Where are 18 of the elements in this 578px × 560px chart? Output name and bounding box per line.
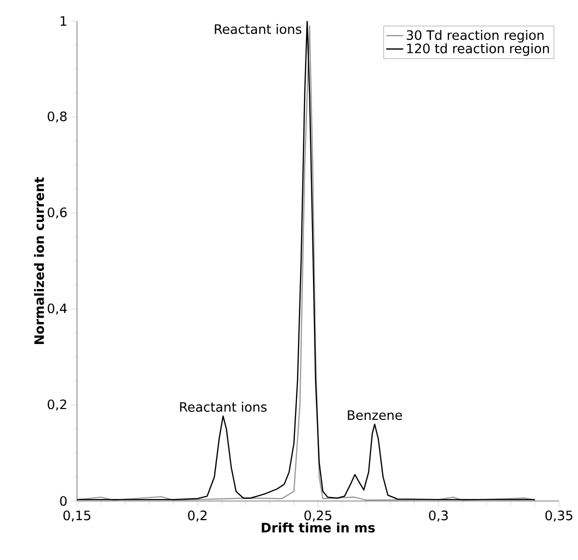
y-tick-label: 0,8 <box>48 111 67 123</box>
annotation: Benzene <box>348 410 402 420</box>
x-tick-label: 0,3 <box>429 510 448 522</box>
legend-label: 120 td reaction region <box>407 43 549 56</box>
y-tick-label: 0 <box>60 496 67 506</box>
y-axis-title: Normalized ion current <box>34 177 44 344</box>
x-tick-label: 0,15 <box>63 510 90 522</box>
x-tick-label: 0,35 <box>545 510 572 522</box>
annotation: Reactant ions <box>180 402 267 412</box>
y-tick-label: 0,4 <box>48 303 67 315</box>
y-tick-label: 0,2 <box>48 399 66 411</box>
annotation: Reactant ions <box>214 24 302 34</box>
y-tick-label: 1 <box>60 16 66 26</box>
x-axis-title: Drift time in ms <box>262 522 375 533</box>
x-tick-label: 0,25 <box>304 510 332 522</box>
y-tick-label: 0,6 <box>48 207 67 219</box>
legend-label: 30 Td reaction region <box>406 30 544 43</box>
x-tick-label: 0,2 <box>188 510 206 522</box>
